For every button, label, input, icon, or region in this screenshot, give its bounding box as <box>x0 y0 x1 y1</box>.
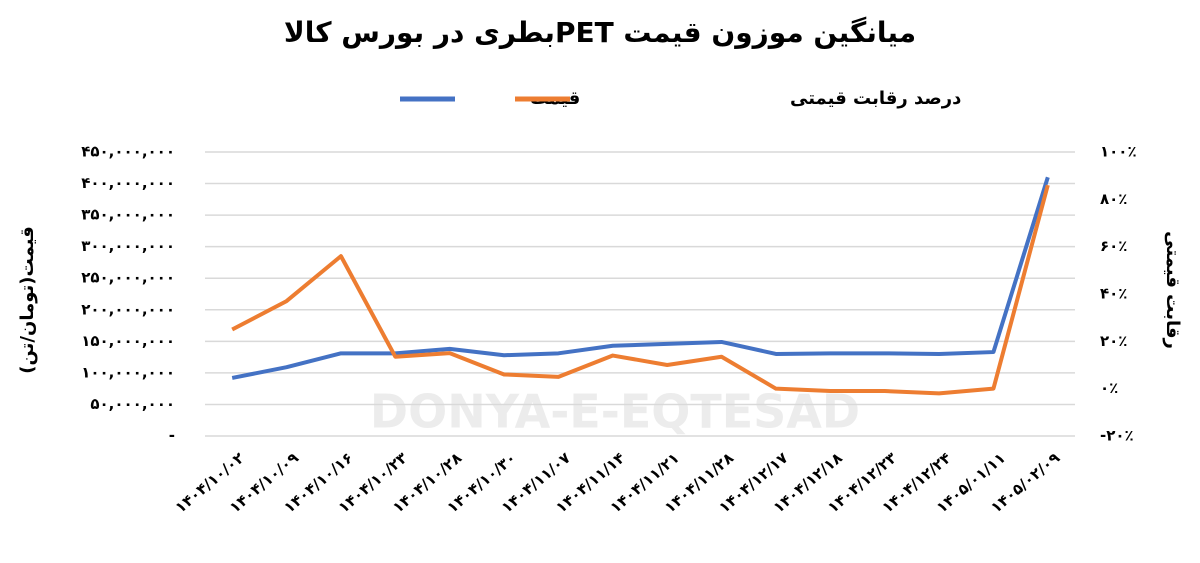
y-tick-label: ۳۰۰,۰۰۰,۰۰۰ <box>81 237 175 255</box>
y2-tick-label: ۱۰۰٪ <box>1100 143 1137 161</box>
y2-tick-label: ۲۰٪ <box>1100 332 1127 350</box>
y2-tick-label: ۴۰٪ <box>1100 285 1127 303</box>
chart-title: میانگین موزون قیمت PETبطری در بورس کالا <box>284 16 916 49</box>
y-tick-label: ۲۰۰,۰۰۰,۰۰۰ <box>81 300 175 318</box>
series-line <box>231 184 1050 396</box>
y-tick-label: ۲۵۰,۰۰۰,۰۰۰ <box>81 269 175 287</box>
y2-tick-label: ۶۰٪ <box>1100 237 1127 255</box>
y-tick-label: ۱۰۰,۰۰۰,۰۰۰ <box>81 363 175 381</box>
y2-tick-label: ۸۰٪ <box>1100 190 1127 208</box>
y2-tick-label: ۰٪ <box>1100 379 1118 397</box>
legend-label: درصد رقابت قیمتی <box>790 88 961 109</box>
y-tick-label: ۵۰,۰۰۰,۰۰۰ <box>90 395 175 413</box>
y-tick-label: ۴۵۰,۰۰۰,۰۰۰ <box>81 143 175 161</box>
y-tick-label: ۳۵۰,۰۰۰,۰۰۰ <box>81 206 175 224</box>
y2-tick-label: -۲۰٪ <box>1100 427 1134 445</box>
series-line <box>231 176 1050 380</box>
y2-axis-label: رقابت قیمتی <box>1162 231 1183 349</box>
y-tick-label: - <box>169 427 175 445</box>
y-tick-label: ۱۵۰,۰۰۰,۰۰۰ <box>81 332 175 350</box>
watermark: DONYA-E-EQTESAD <box>370 385 860 439</box>
y-tick-label: ۴۰۰,۰۰۰,۰۰۰ <box>81 174 175 192</box>
y-axis-label: قیمت(تومان/تن) <box>17 226 38 374</box>
